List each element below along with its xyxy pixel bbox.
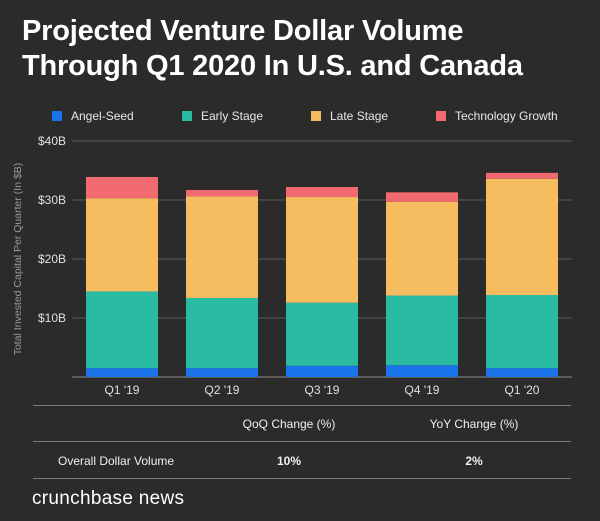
bar-segment-technology-growth bbox=[386, 192, 458, 202]
bar-segment-technology-growth bbox=[286, 187, 358, 198]
stacked-bar-chart: $10B $20B $30B $40B Total Invested Capital P… bbox=[12, 134, 572, 397]
chart-title-line-1: Projected Venture Dollar Volume bbox=[22, 15, 464, 47]
table-bottom-divider bbox=[33, 478, 571, 479]
bar-segment-early-stage bbox=[186, 297, 258, 369]
brand-logo: crunchbase news bbox=[32, 488, 185, 509]
y-tick-label: $20B bbox=[38, 252, 66, 266]
bar-segment-early-stage bbox=[86, 291, 158, 369]
chart-legend: Angel-Seed Early Stage Late Stage Techno… bbox=[52, 107, 572, 125]
y-tick-label: $10B bbox=[38, 311, 66, 325]
bar-segment-angel-seed bbox=[486, 368, 558, 377]
table-header-qoq: QoQ Change (%) bbox=[242, 417, 336, 431]
bar-segment-late-stage bbox=[386, 201, 458, 296]
chart-title: Projected Venture Dollar Volume Through … bbox=[22, 14, 582, 84]
legend-item-technology-growth: Technology Growth bbox=[436, 107, 558, 125]
legend-item-late-stage: Late Stage bbox=[311, 107, 388, 125]
legend-label-technology-growth: Technology Growth bbox=[455, 109, 558, 123]
bar-segment-late-stage bbox=[486, 178, 558, 295]
bar-segment-angel-seed bbox=[386, 365, 458, 377]
legend-swatch-angel-seed bbox=[52, 111, 62, 121]
bar-segment-angel-seed bbox=[286, 365, 358, 377]
x-tick-label: Q3 '19 bbox=[305, 383, 340, 397]
table-value-yoy: 2% bbox=[465, 454, 483, 468]
bar-segment-late-stage bbox=[286, 197, 358, 303]
bar-segment-technology-growth bbox=[86, 176, 158, 199]
legend-swatch-technology-growth bbox=[436, 111, 446, 121]
legend-label-angel-seed: Angel-Seed bbox=[71, 109, 134, 123]
bar-segment-technology-growth bbox=[486, 172, 558, 179]
bar-segment-angel-seed bbox=[186, 368, 258, 377]
bar-segment-late-stage bbox=[186, 196, 258, 298]
table-top-divider bbox=[33, 405, 571, 406]
table-value-qoq: 10% bbox=[276, 454, 302, 468]
table-header-yoy: YoY Change (%) bbox=[429, 417, 519, 431]
chart-title-line-2: Through Q1 2020 In U.S. and Canada bbox=[22, 50, 523, 82]
y-axis-label: Total Invested Capital Per Quarter (In $… bbox=[12, 163, 24, 356]
y-tick-label: $30B bbox=[38, 193, 66, 207]
legend-item-early-stage: Early Stage bbox=[182, 107, 263, 125]
bar-segment-late-stage bbox=[86, 198, 158, 292]
x-tick-label: Q1 '20 bbox=[505, 383, 540, 397]
x-tick-label: Q1 '19 bbox=[105, 383, 140, 397]
y-tick-label: $40B bbox=[38, 134, 66, 148]
table-row-label: Overall Dollar Volume bbox=[58, 454, 175, 468]
x-tick-label: Q4 '19 bbox=[405, 383, 440, 397]
bar-segment-technology-growth bbox=[186, 189, 258, 197]
bar-segment-early-stage bbox=[286, 302, 358, 366]
table-mid-divider bbox=[33, 441, 571, 442]
bar-segment-angel-seed bbox=[86, 368, 158, 377]
bar-segment-early-stage bbox=[486, 294, 558, 369]
bar-segment-early-stage bbox=[386, 295, 458, 366]
legend-swatch-late-stage bbox=[311, 111, 321, 121]
legend-swatch-early-stage bbox=[182, 111, 192, 121]
legend-label-late-stage: Late Stage bbox=[330, 109, 389, 123]
legend-item-angel-seed: Angel-Seed bbox=[52, 107, 134, 125]
x-tick-label: Q2 '19 bbox=[205, 383, 240, 397]
legend-label-early-stage: Early Stage bbox=[201, 109, 264, 123]
